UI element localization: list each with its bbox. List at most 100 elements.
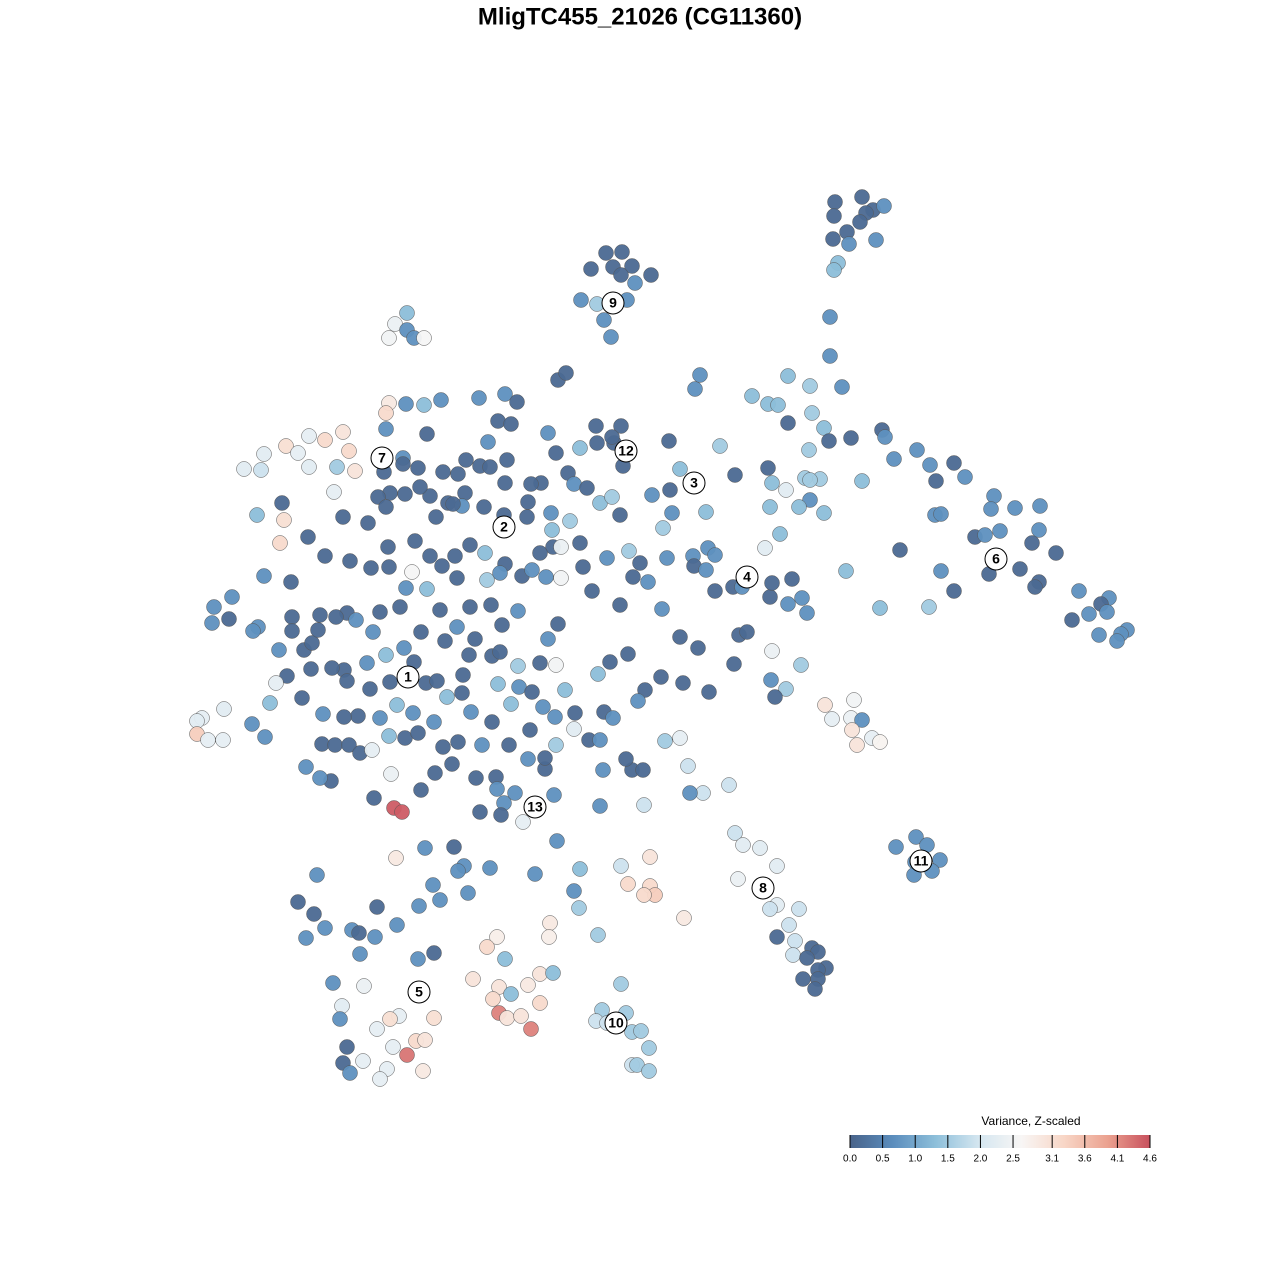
point [497, 951, 513, 967]
point [762, 589, 778, 605]
point [458, 452, 474, 468]
point [583, 261, 599, 277]
point [503, 416, 519, 432]
point [342, 1065, 358, 1081]
point [769, 858, 785, 874]
point [772, 526, 788, 542]
point [1109, 633, 1125, 649]
point [807, 981, 823, 997]
point [653, 669, 669, 685]
point [1099, 604, 1115, 620]
point [1048, 545, 1064, 561]
point [350, 708, 366, 724]
point [221, 611, 237, 627]
point [588, 418, 604, 434]
point [492, 565, 508, 581]
point [642, 849, 658, 865]
point [726, 656, 742, 672]
point [399, 305, 415, 321]
cluster-label: 10 [608, 1015, 624, 1031]
point [592, 732, 608, 748]
point [501, 737, 517, 753]
point [284, 623, 300, 639]
point [445, 496, 461, 512]
point [490, 676, 506, 692]
point [822, 309, 838, 325]
point [532, 545, 548, 561]
point [413, 624, 429, 640]
point [312, 607, 328, 623]
point [262, 695, 278, 711]
point [216, 701, 232, 717]
point [385, 1039, 401, 1055]
point [794, 590, 810, 606]
point [503, 696, 519, 712]
point [315, 706, 331, 722]
point [672, 730, 688, 746]
point [429, 673, 445, 689]
point [381, 728, 397, 744]
point [821, 433, 837, 449]
point [627, 275, 643, 291]
point [422, 548, 438, 564]
point [317, 432, 333, 448]
point [664, 505, 680, 521]
cluster-label: 3 [690, 475, 698, 491]
point [592, 798, 608, 814]
point [604, 429, 620, 445]
point [310, 622, 326, 638]
point [780, 368, 796, 384]
point [380, 539, 396, 555]
point [268, 675, 284, 691]
point [824, 711, 840, 727]
point [388, 850, 404, 866]
point [602, 654, 618, 670]
point [425, 877, 441, 893]
point [769, 929, 785, 945]
point [454, 685, 470, 701]
point [298, 930, 314, 946]
point [763, 672, 779, 688]
point [802, 492, 818, 508]
point [584, 583, 600, 599]
point [690, 640, 706, 656]
point [572, 535, 588, 551]
point [595, 762, 611, 778]
point [356, 978, 372, 994]
point [404, 564, 420, 580]
point [553, 539, 569, 555]
point [1064, 612, 1080, 628]
point [327, 737, 343, 753]
point [802, 472, 818, 488]
point [566, 721, 582, 737]
point [532, 966, 548, 982]
point [764, 643, 780, 659]
point [450, 863, 466, 879]
point [657, 733, 673, 749]
point [787, 933, 803, 949]
point [540, 425, 556, 441]
point [680, 758, 696, 774]
point [553, 570, 569, 586]
point [301, 428, 317, 444]
point [455, 667, 471, 683]
point [382, 1011, 398, 1027]
point [558, 365, 574, 381]
point [548, 445, 564, 461]
point [378, 421, 394, 437]
point [503, 986, 519, 1002]
point [372, 1071, 388, 1087]
point [739, 624, 755, 640]
point [426, 1010, 442, 1026]
point [499, 1010, 515, 1026]
point [977, 527, 993, 543]
point [392, 599, 408, 615]
point [744, 388, 760, 404]
point [369, 899, 385, 915]
point [721, 777, 737, 793]
point [762, 901, 778, 917]
point [510, 658, 526, 674]
point [659, 550, 675, 566]
point [620, 876, 636, 892]
point [572, 440, 588, 456]
